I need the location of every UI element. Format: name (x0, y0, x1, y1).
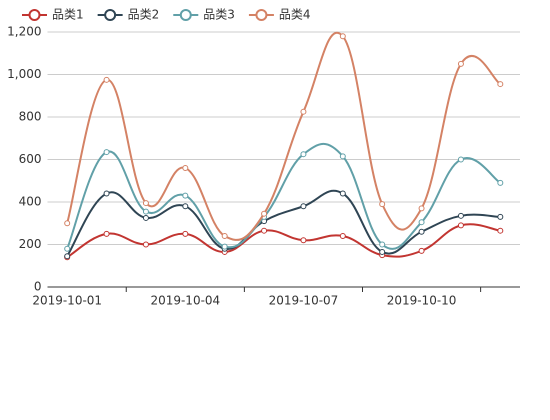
point (497, 213, 504, 220)
point (418, 247, 425, 254)
point (339, 153, 346, 160)
point (418, 228, 425, 235)
legend-marker (179, 9, 192, 21)
y-tick-label: 200 (19, 237, 42, 251)
y-tick-label: 1,200 (7, 25, 41, 39)
line (66, 223, 501, 259)
point (300, 237, 307, 244)
point (379, 248, 386, 255)
point (300, 151, 307, 158)
x-tick-label: 2019-10-01 (32, 294, 102, 308)
y-tick-label: 800 (19, 110, 42, 124)
legend-label: 品类3 (203, 8, 235, 22)
point (379, 201, 386, 208)
point (64, 253, 71, 260)
point (142, 241, 149, 248)
x-tick-label: 2019-10-07 (269, 294, 339, 308)
point (300, 108, 307, 115)
point (103, 149, 110, 156)
point (457, 60, 464, 67)
point (221, 243, 228, 250)
point (182, 203, 189, 210)
legend-item: 品类2 (97, 8, 160, 22)
point (339, 33, 346, 40)
legend-label: 品类4 (279, 8, 311, 22)
point (64, 220, 71, 227)
legend-item: 品类4 (248, 8, 311, 22)
point (261, 227, 268, 234)
point (103, 190, 110, 197)
line (66, 31, 501, 241)
legend-item: 品类3 (173, 8, 235, 22)
point (182, 230, 189, 237)
legend-marker (28, 9, 41, 21)
y-tick-label: 0 (34, 280, 42, 294)
y-tick-label: 400 (19, 195, 42, 209)
point (379, 241, 386, 248)
point (221, 233, 228, 239)
point (142, 208, 149, 215)
point (457, 156, 464, 163)
point (142, 214, 149, 221)
point (339, 190, 346, 197)
point (497, 179, 504, 186)
point (457, 222, 464, 229)
x-tick-label: 2019-10-10 (387, 294, 457, 308)
legend-marker (255, 9, 268, 21)
point (261, 210, 268, 217)
legend-label: 品类2 (128, 8, 160, 22)
point (300, 203, 307, 210)
point (182, 192, 189, 199)
point (497, 227, 504, 234)
point (103, 76, 110, 83)
legend-label: 品类1 (52, 8, 84, 22)
point (182, 165, 189, 171)
point (418, 205, 425, 212)
point (457, 212, 464, 219)
point (142, 200, 149, 207)
point (103, 230, 110, 237)
point (497, 81, 504, 88)
y-tick-label: 600 (19, 152, 42, 166)
point (339, 233, 346, 239)
legend-item: 品类1 (22, 8, 84, 22)
x-tick-label: 2019-10-04 (150, 294, 220, 308)
legend-marker (104, 9, 117, 21)
y-tick-label: 1,000 (7, 67, 41, 81)
point (418, 219, 425, 226)
point (64, 245, 71, 252)
